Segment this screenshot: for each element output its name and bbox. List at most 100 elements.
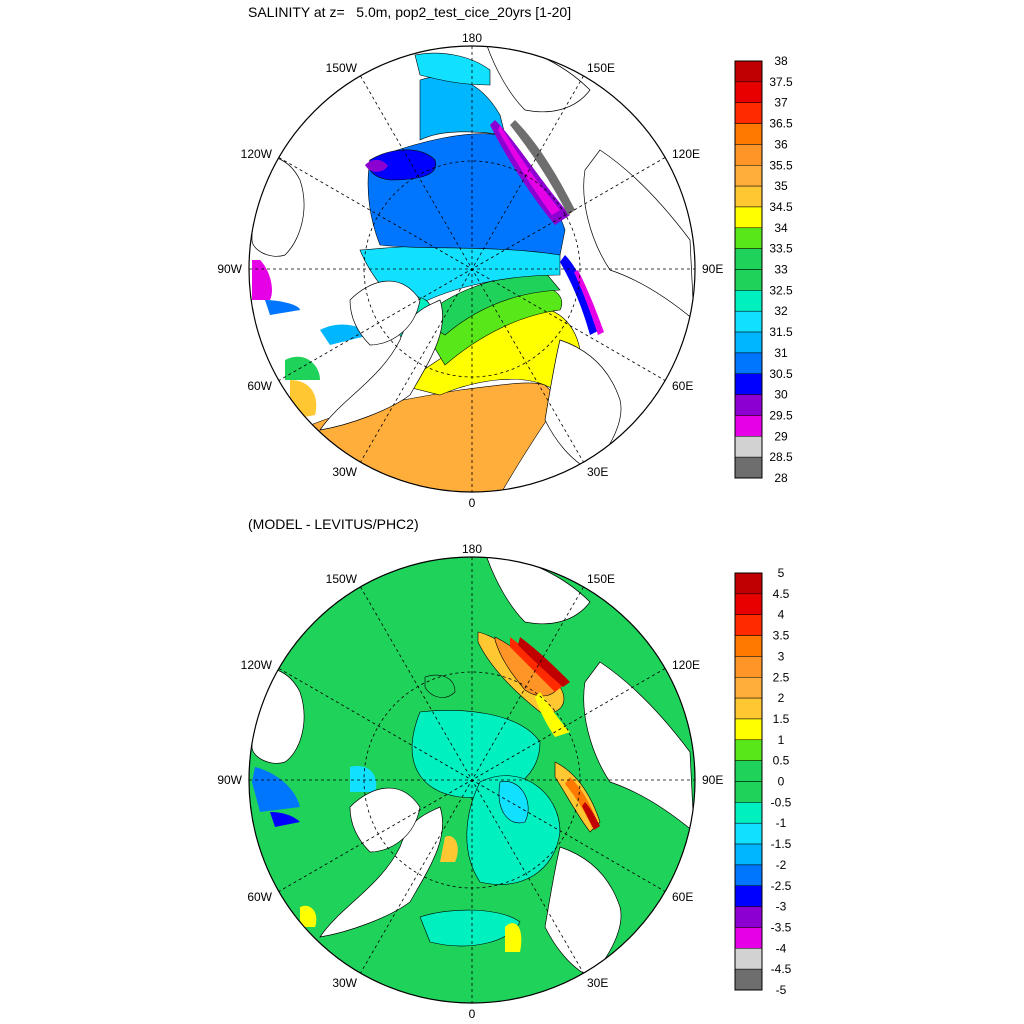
colorbar-tick-label: 30.5 <box>769 367 793 381</box>
colorbar-tick-label: -5 <box>776 983 787 997</box>
colorbar-tick-label: 1 <box>778 733 785 747</box>
colorbar-box <box>734 331 763 354</box>
colorbar-tick-label: 0.5 <box>773 754 790 768</box>
colorbar-box <box>734 227 763 249</box>
colorbar-tick-label: 4.5 <box>773 587 790 601</box>
colorbar-box <box>734 697 763 720</box>
colorbar-tick-label: 29 <box>774 429 788 443</box>
colorbar-box <box>734 102 763 124</box>
colorbar-box <box>734 656 763 678</box>
graticule <box>249 557 695 1003</box>
lon-label-150w: 150W <box>326 61 358 75</box>
colorbar-tick-label: -1.5 <box>771 837 792 851</box>
colorbar-tick-label: 3.5 <box>773 629 790 643</box>
colorbar-box <box>734 948 763 970</box>
colorbar-box <box>734 927 763 949</box>
lon-label-180: 180 <box>462 542 482 556</box>
colorbar-box <box>734 248 763 270</box>
colorbar-box <box>734 906 763 928</box>
colorbar-tick-label: 28 <box>774 471 788 485</box>
lon-label-90e: 90E <box>702 773 723 787</box>
colorbar-box <box>734 968 763 991</box>
colorbar-tick-label: 35 <box>774 179 788 193</box>
colorbar-tick-label: -2 <box>776 858 787 872</box>
graticule <box>249 46 695 492</box>
colorbar-box <box>734 206 763 229</box>
colorbar-tick-label: -2.5 <box>771 879 792 893</box>
plot-title-salinity: SALINITY at z= 5.0m, pop2_test_cice_20yr… <box>248 4 572 20</box>
lon-label-30e: 30E <box>587 976 608 990</box>
colorbar-frame <box>734 572 763 991</box>
lon-label-90w: 90W <box>217 773 242 787</box>
lon-label-30w: 30W <box>332 976 357 990</box>
lon-label-60e: 60E <box>672 379 693 393</box>
colorbar-tick-label: 29.5 <box>769 408 793 422</box>
colorbar-tick-label: 36.5 <box>769 117 793 131</box>
colorbar-box <box>734 185 763 208</box>
colorbar-box <box>734 843 763 866</box>
colorbar-tick-label: 37 <box>774 96 788 110</box>
colorbar-tick-label: 5 <box>778 566 785 580</box>
colorbar-box <box>734 123 763 145</box>
lon-label-90e: 90E <box>702 262 723 276</box>
map-boundary <box>248 45 696 493</box>
lon-label-120e: 120E <box>672 658 700 672</box>
colorbar-box <box>734 373 763 395</box>
colorbar-tick-label: -4 <box>776 941 787 955</box>
lon-label-120e: 120E <box>672 147 700 161</box>
colorbar-tick-label: -0.5 <box>771 795 792 809</box>
lon-label-120w: 120W <box>241 658 273 672</box>
colorbar-box <box>734 269 763 291</box>
colorbar-box <box>734 60 763 83</box>
colorbar-tick-label: 1.5 <box>773 712 790 726</box>
colorbar-box <box>734 677 763 699</box>
colorbar-tick-label: 2.5 <box>773 670 790 684</box>
colorbar-tick-label: 30 <box>774 388 788 402</box>
colorbar-box <box>734 885 763 907</box>
colorbar-frame <box>734 60 763 479</box>
lon-label-30w: 30W <box>332 465 357 479</box>
colorbar-difference: 5 4.5 4 3.5 3 2.5 2 1.5 1 0.5 0 -0.5 -1 -1.5 -2 -2.5 -3 -… <box>734 566 792 997</box>
colorbar-box <box>734 593 763 615</box>
colorbar-box <box>734 614 763 636</box>
colorbar-box <box>734 352 763 374</box>
map-boundary <box>248 556 696 1004</box>
colorbar-tick-label: 38 <box>774 54 788 68</box>
lon-label-60w: 60W <box>247 379 272 393</box>
colorbar-tick-label: -1 <box>776 816 787 830</box>
colorbar-box <box>734 802 763 824</box>
colorbar-tick-label: 2 <box>778 691 785 705</box>
lon-label-180: 180 <box>462 31 482 45</box>
colorbar-tick-label: 31 <box>774 346 788 360</box>
colorbar-tick-label: 28.5 <box>769 450 793 464</box>
colorbar-box <box>734 436 763 458</box>
colorbar-tick-label: 4 <box>778 608 785 622</box>
colorbar-tick-label: -4.5 <box>771 962 792 976</box>
colorbar-box <box>734 739 763 761</box>
lon-label-60e: 60E <box>672 890 693 904</box>
lon-label-150e: 150E <box>587 572 615 586</box>
colorbar-tick-label: 33.5 <box>769 242 793 256</box>
colorbar-tick-label: 32.5 <box>769 283 793 297</box>
lon-label-150w: 150W <box>326 572 358 586</box>
colorbar-tick-label: 36 <box>774 137 788 151</box>
colorbar-tick-label: -3 <box>776 900 787 914</box>
lon-label-150e: 150E <box>587 61 615 75</box>
colorbar-tick-label: 33 <box>774 263 788 277</box>
colorbar-tick-label: 0 <box>778 775 785 789</box>
colorbar-tick-label: 31.5 <box>769 325 793 339</box>
colorbar-box <box>734 718 763 741</box>
difference-polar-map: 180 0 90W 90E 150W 120W 150E 120E 60W 30… <box>217 542 792 1021</box>
colorbar-tick-label: 35.5 <box>769 158 793 172</box>
colorbar-box <box>734 864 763 886</box>
lon-label-0: 0 <box>469 496 476 510</box>
colorbar-box <box>734 290 763 312</box>
colorbar-box <box>734 456 763 479</box>
colorbar-tick-label: -3.5 <box>771 920 792 934</box>
colorbar-box <box>734 165 763 187</box>
colorbar-tick-label: 37.5 <box>769 75 793 89</box>
colorbar-box <box>734 760 763 782</box>
difference-field <box>249 557 695 1003</box>
colorbar-box <box>734 144 763 166</box>
colorbar-tick-label: 3 <box>778 649 785 663</box>
